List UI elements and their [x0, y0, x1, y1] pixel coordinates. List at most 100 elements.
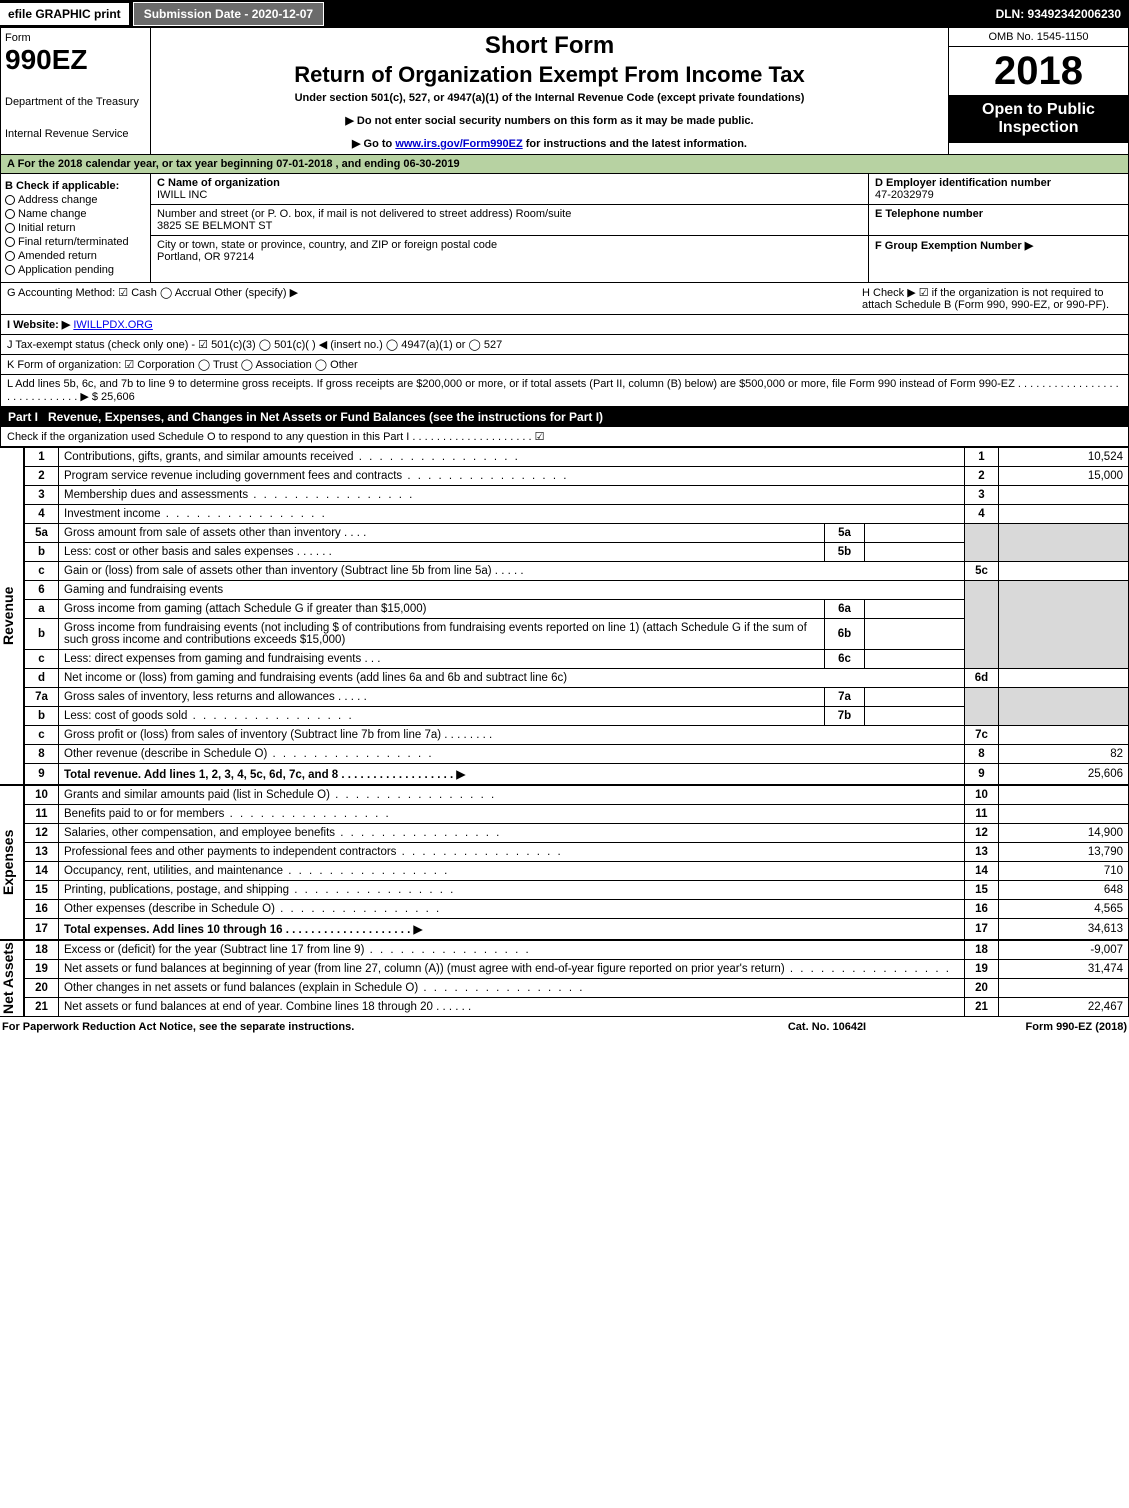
line-3: 3Membership dues and assessments3: [25, 486, 1129, 505]
line-19: 19Net assets or fund balances at beginni…: [25, 960, 1129, 979]
line-16: 16Other expenses (describe in Schedule O…: [25, 900, 1129, 919]
block-right: D Employer identification number 47-2032…: [868, 174, 1128, 282]
part1-header: Part I Revenue, Expenses, and Changes in…: [0, 407, 1129, 427]
row-j: J Tax-exempt status (check only one) - ☑…: [0, 335, 1129, 355]
line-5b: bLess: cost or other basis and sales exp…: [25, 543, 1129, 562]
expenses-side-label: Expenses: [0, 785, 24, 940]
part1-title: Revenue, Expenses, and Changes in Net As…: [48, 410, 1121, 424]
f-label: F Group Exemption Number ▶: [875, 239, 1122, 252]
check-application-pending[interactable]: Application pending: [5, 264, 146, 276]
omb-number: OMB No. 1545-1150: [949, 28, 1128, 47]
l-text: L Add lines 5b, 6c, and 7b to line 9 to …: [7, 378, 1119, 403]
org-info: C Name of organization IWILL INC Number …: [151, 174, 868, 282]
row-g-h: G Accounting Method: ☑ Cash ◯ Accrual Ot…: [0, 283, 1129, 315]
org-city: Portland, OR 97214: [157, 251, 862, 263]
expenses-table: 10Grants and similar amounts paid (list …: [24, 785, 1129, 940]
header-left: Form 990EZ Department of the Treasury In…: [1, 28, 151, 154]
footer-left: For Paperwork Reduction Act Notice, see …: [2, 1021, 727, 1033]
check-initial-return[interactable]: Initial return: [5, 222, 146, 234]
goto-line: ▶ Go to www.irs.gov/Form990EZ for instru…: [157, 137, 942, 150]
e-label: E Telephone number: [875, 208, 1122, 220]
d-label: D Employer identification number: [875, 177, 1122, 189]
subtitle: Under section 501(c), 527, or 4947(a)(1)…: [157, 92, 942, 104]
check-if-applicable: B Check if applicable: Address change Na…: [1, 174, 151, 282]
efile-label: efile GRAPHIC print: [0, 3, 129, 25]
h-check: H Check ▶ ☑ if the organization is not r…: [862, 286, 1122, 311]
line-13: 13Professional fees and other payments t…: [25, 843, 1129, 862]
check-final-return[interactable]: Final return/terminated: [5, 236, 146, 248]
website-link[interactable]: IWILLPDX.ORG: [73, 319, 152, 331]
line-6c: cLess: direct expenses from gaming and f…: [25, 650, 1129, 669]
line-7c: cGross profit or (loss) from sales of in…: [25, 726, 1129, 745]
short-form-title: Short Form: [157, 32, 942, 60]
dept-treasury: Department of the Treasury: [5, 96, 146, 108]
line-6d: dNet income or (loss) from gaming and fu…: [25, 669, 1129, 688]
row-a-tax-year: A For the 2018 calendar year, or tax yea…: [0, 155, 1129, 174]
block-b: B Check if applicable: Address change Na…: [0, 174, 1129, 283]
top-bar: efile GRAPHIC print Submission Date - 20…: [0, 0, 1129, 28]
part1-checkline: Check if the organization used Schedule …: [0, 427, 1129, 447]
check-address-change[interactable]: Address change: [5, 194, 146, 206]
dln-label: DLN: 93492342006230: [988, 3, 1129, 25]
row-i: I Website: ▶ IWILLPDX.ORG: [0, 315, 1129, 335]
org-name: IWILL INC: [157, 189, 862, 201]
form-word: Form: [5, 32, 146, 44]
line-11: 11Benefits paid to or for members11: [25, 805, 1129, 824]
form-of-organization: K Form of organization: ☑ Corporation ◯ …: [7, 358, 1122, 371]
net-assets-table: 18Excess or (deficit) for the year (Subt…: [24, 940, 1129, 1017]
line-1: 1Contributions, gifts, grants, and simil…: [25, 448, 1129, 467]
page-footer: For Paperwork Reduction Act Notice, see …: [0, 1017, 1129, 1037]
revenue-side-label: Revenue: [0, 447, 24, 785]
net-assets-section: Net Assets 18Excess or (deficit) for the…: [0, 940, 1129, 1017]
goto-post: for instructions and the latest informat…: [523, 138, 747, 150]
revenue-table: 1Contributions, gifts, grants, and simil…: [24, 447, 1129, 785]
line-6b: bGross income from fundraising events (n…: [25, 619, 1129, 650]
addr-label: Number and street (or P. O. box, if mail…: [157, 208, 862, 220]
ssn-warning: ▶ Do not enter social security numbers o…: [157, 114, 942, 127]
line-21: 21Net assets or fund balances at end of …: [25, 998, 1129, 1017]
line-20: 20Other changes in net assets or fund ba…: [25, 979, 1129, 998]
part1-number: Part I: [8, 410, 38, 424]
accounting-method: G Accounting Method: ☑ Cash ◯ Accrual Ot…: [7, 286, 862, 311]
line-7a: 7aGross sales of inventory, less returns…: [25, 688, 1129, 707]
line-12: 12Salaries, other compensation, and empl…: [25, 824, 1129, 843]
schedule-o-check: Check if the organization used Schedule …: [7, 430, 1122, 443]
row-l: L Add lines 5b, 6c, and 7b to line 9 to …: [0, 375, 1129, 407]
footer-right: Form 990-EZ (2018): [927, 1021, 1127, 1033]
tax-exempt-status: J Tax-exempt status (check only one) - ☑…: [7, 338, 1122, 351]
goto-pre: ▶ Go to: [352, 138, 395, 150]
line-7b: bLess: cost of goods sold7b: [25, 707, 1129, 726]
revenue-section: Revenue 1Contributions, gifts, grants, a…: [0, 447, 1129, 785]
line-5c: cGain or (loss) from sale of assets othe…: [25, 562, 1129, 581]
form-number: 990EZ: [5, 44, 146, 76]
header-center: Short Form Return of Organization Exempt…: [151, 28, 948, 154]
line-6a: aGross income from gaming (attach Schedu…: [25, 600, 1129, 619]
ein-value: 47-2032979: [875, 189, 1122, 201]
line-18: 18Excess or (deficit) for the year (Subt…: [25, 941, 1129, 960]
l-value: 25,606: [101, 391, 135, 403]
check-name-change[interactable]: Name change: [5, 208, 146, 220]
line-14: 14Occupancy, rent, utilities, and mainte…: [25, 862, 1129, 881]
form-header: Form 990EZ Department of the Treasury In…: [0, 28, 1129, 155]
line-17: 17Total expenses. Add lines 10 through 1…: [25, 919, 1129, 940]
dept-irs: Internal Revenue Service: [5, 128, 146, 140]
city-label: City or town, state or province, country…: [157, 239, 862, 251]
line-10: 10Grants and similar amounts paid (list …: [25, 786, 1129, 805]
line-6: 6Gaming and fundraising events: [25, 581, 1129, 600]
net-assets-side-label: Net Assets: [0, 940, 24, 1017]
submission-date: Submission Date - 2020-12-07: [133, 2, 324, 26]
tax-year: 2018: [949, 47, 1128, 95]
footer-center: Cat. No. 10642I: [727, 1021, 927, 1033]
expenses-section: Expenses 10Grants and similar amounts pa…: [0, 785, 1129, 940]
line-5a: 5aGross amount from sale of assets other…: [25, 524, 1129, 543]
row-k: K Form of organization: ☑ Corporation ◯ …: [0, 355, 1129, 375]
website-label: I Website: ▶: [7, 319, 70, 331]
org-address: 3825 SE BELMONT ST: [157, 220, 862, 232]
telephone-value: [875, 220, 1122, 232]
header-right: OMB No. 1545-1150 2018 Open to Public In…: [948, 28, 1128, 154]
goto-link[interactable]: www.irs.gov/Form990EZ: [395, 138, 522, 150]
line-9: 9Total revenue. Add lines 1, 2, 3, 4, 5c…: [25, 764, 1129, 785]
c-label: C Name of organization: [157, 177, 862, 189]
check-amended-return[interactable]: Amended return: [5, 250, 146, 262]
b-title: B Check if applicable:: [5, 180, 146, 192]
